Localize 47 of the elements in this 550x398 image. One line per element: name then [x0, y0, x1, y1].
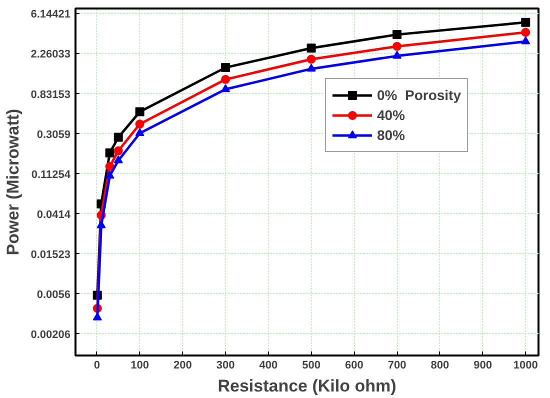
- x-axis-title: Resistance (Kilo ohm): [218, 376, 396, 396]
- y-tick-label: 0.0414: [36, 208, 72, 221]
- point: [392, 50, 402, 59]
- point: [392, 42, 402, 51]
- legend-label: 80%: [376, 127, 405, 143]
- x-tick-label: 600: [344, 360, 364, 372]
- x-tick-label: 800: [430, 360, 450, 372]
- point: [135, 128, 144, 136]
- point: [105, 148, 114, 158]
- x-tick-label: 400: [259, 360, 278, 372]
- point: [221, 84, 230, 92]
- point: [114, 132, 123, 142]
- point: [135, 107, 144, 116]
- y-tick-label: 6.14421: [30, 8, 71, 21]
- x-tick-label: 200: [174, 360, 192, 372]
- x-tick-label: 900: [474, 360, 492, 372]
- y-tick-label: 0.3059: [36, 128, 71, 141]
- x-tick-label: 700: [388, 360, 406, 372]
- y-tick-label: 2.26033: [30, 48, 71, 61]
- x-tick-label: 0: [94, 360, 100, 372]
- x-tick-label: 100: [130, 360, 149, 372]
- point: [105, 170, 114, 179]
- y-tick-label: 0.01523: [30, 248, 71, 261]
- y-tick-label: 0.0056: [36, 288, 71, 301]
- y-axis-title: Power (Microwatt): [4, 108, 23, 256]
- legend-label: 0% Porosity: [376, 87, 461, 103]
- point: [306, 44, 316, 53]
- point: [135, 120, 144, 129]
- point: [521, 28, 530, 37]
- y-tick-label: 0.11254: [31, 168, 72, 181]
- point: [221, 63, 230, 72]
- y-tick-label: 0.00206: [30, 328, 71, 341]
- point: [392, 30, 402, 40]
- point: [521, 18, 530, 27]
- point: [105, 162, 114, 171]
- point: [306, 64, 316, 72]
- x-tick-label: 1000: [513, 360, 538, 372]
- point: [306, 54, 316, 64]
- point: [96, 220, 106, 228]
- y-tick-label: 0.83153: [30, 88, 71, 101]
- point: [521, 36, 530, 44]
- x-tick-label: 500: [302, 360, 320, 372]
- point: [114, 146, 123, 156]
- point: [221, 74, 230, 84]
- x-tick-label: 300: [216, 360, 235, 372]
- point: [114, 155, 123, 164]
- legend-label: 40%: [376, 107, 405, 123]
